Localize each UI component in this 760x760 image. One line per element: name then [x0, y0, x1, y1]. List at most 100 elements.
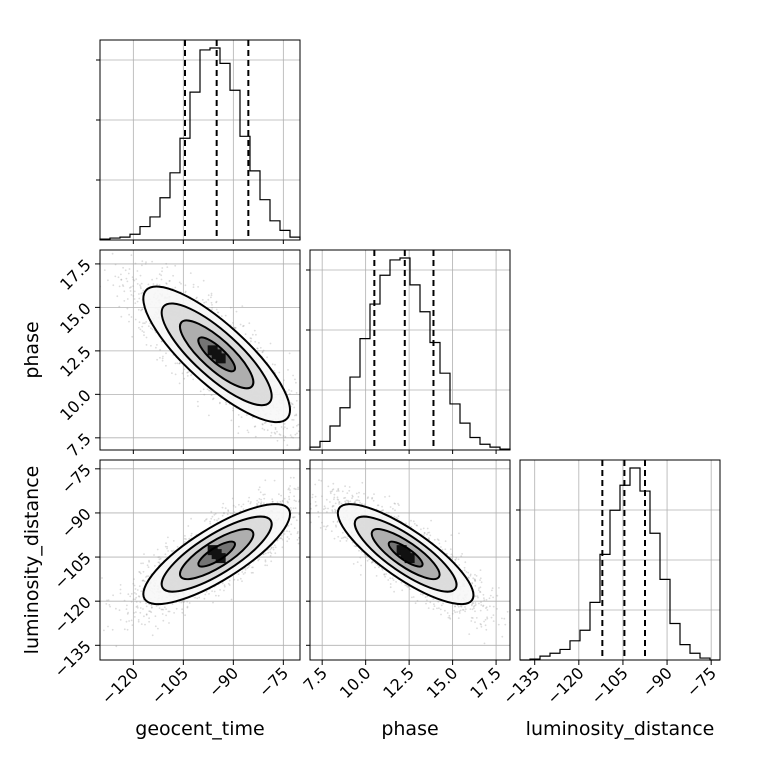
- sample-point: [65, 296, 67, 298]
- sample-point: [300, 438, 302, 440]
- sample-point: [126, 613, 129, 615]
- sample-point: [115, 607, 117, 610]
- sample-point: [248, 496, 251, 499]
- sample-point: [307, 453, 309, 455]
- sample-point: [156, 283, 159, 286]
- sample-point: [148, 620, 151, 623]
- sample-point: [261, 351, 264, 354]
- sample-point: [150, 604, 153, 607]
- sample-point: [199, 390, 202, 393]
- sample-point: [135, 596, 138, 599]
- sample-point: [175, 607, 178, 610]
- sample-point: [274, 428, 277, 431]
- sample-point: [264, 559, 267, 562]
- sample-point: [138, 293, 140, 295]
- sample-point: [227, 582, 230, 585]
- sample-point: [242, 325, 244, 328]
- sample-point: [250, 337, 253, 340]
- sample-point: [162, 608, 165, 611]
- sample-point: [323, 446, 325, 448]
- sample-point: [133, 584, 136, 587]
- sample-point: [228, 579, 231, 582]
- sample-point: [270, 424, 273, 427]
- sample-point: [284, 436, 287, 438]
- sample-point: [140, 282, 143, 285]
- sample-point: [171, 603, 174, 605]
- sample-point: [111, 252, 114, 255]
- sample-point: [297, 542, 300, 545]
- sample-point: [132, 278, 135, 281]
- sample-point: [263, 422, 266, 424]
- sample-point: [307, 479, 309, 481]
- sample-point: [92, 280, 94, 282]
- sample-point: [174, 373, 177, 376]
- sample-point: [213, 513, 216, 516]
- sample-point: [262, 349, 265, 352]
- sample-point: [126, 307, 129, 310]
- sample-point: [156, 358, 159, 361]
- sample-point: [157, 627, 159, 630]
- sample-point: [234, 326, 237, 329]
- sample-point: [132, 295, 135, 297]
- sample-point: [203, 393, 206, 396]
- sample-point: [291, 403, 294, 406]
- sample-point: [137, 595, 140, 597]
- sample-point: [57, 251, 59, 253]
- sample-point: [137, 308, 140, 311]
- sample-point: [161, 357, 164, 360]
- sample-point: [130, 600, 133, 603]
- sample-point: [223, 512, 225, 515]
- sample-point: [252, 566, 254, 569]
- sample-point: [145, 321, 148, 323]
- sample-point: [209, 520, 212, 523]
- sample-point: [253, 329, 256, 332]
- sample-point: [120, 278, 123, 281]
- sample-point: [123, 290, 126, 293]
- sample-point: [207, 294, 210, 297]
- sample-point: [261, 423, 264, 426]
- sample-point: [263, 428, 266, 431]
- sample-point: [292, 436, 294, 439]
- sample-point: [232, 409, 234, 412]
- sample-point: [140, 287, 142, 290]
- sample-point: [205, 518, 208, 520]
- sample-point: [107, 625, 109, 628]
- sample-point: [313, 500, 315, 502]
- sample-point: [234, 327, 237, 329]
- sample-point: [290, 523, 293, 526]
- sample-point: [133, 279, 136, 282]
- sample-point: [142, 562, 144, 565]
- sample-point: [160, 340, 163, 343]
- sample-point: [196, 296, 198, 299]
- sample-point: [318, 425, 320, 427]
- sample-point: [307, 424, 309, 426]
- sample-point: [214, 512, 217, 515]
- sample-point: [143, 580, 146, 583]
- sample-point: [295, 392, 298, 394]
- sample-point: [209, 522, 212, 525]
- sample-point: [203, 301, 206, 304]
- sample-point: [186, 600, 189, 603]
- sample-point: [289, 393, 291, 395]
- sample-point: [314, 421, 316, 423]
- histogram-step-line: [520, 467, 720, 661]
- sample-point: [240, 505, 243, 508]
- sample-point: [158, 284, 161, 286]
- sample-point: [262, 553, 265, 556]
- sample-point: [182, 600, 185, 603]
- sample-point: [137, 620, 140, 623]
- sample-point: [189, 272, 192, 274]
- sample-point: [126, 280, 129, 283]
- sample-point: [217, 517, 220, 520]
- sample-point: [178, 281, 181, 284]
- sample-point: [255, 333, 257, 336]
- sample-point: [159, 348, 162, 351]
- sample-point: [210, 517, 213, 520]
- sample-point: [151, 606, 153, 609]
- density-layer: [57, 250, 325, 455]
- sample-point: [178, 382, 181, 385]
- sample-point: [210, 296, 212, 299]
- sample-point: [171, 550, 174, 553]
- sample-point: [166, 545, 169, 548]
- sample-point: [139, 286, 142, 288]
